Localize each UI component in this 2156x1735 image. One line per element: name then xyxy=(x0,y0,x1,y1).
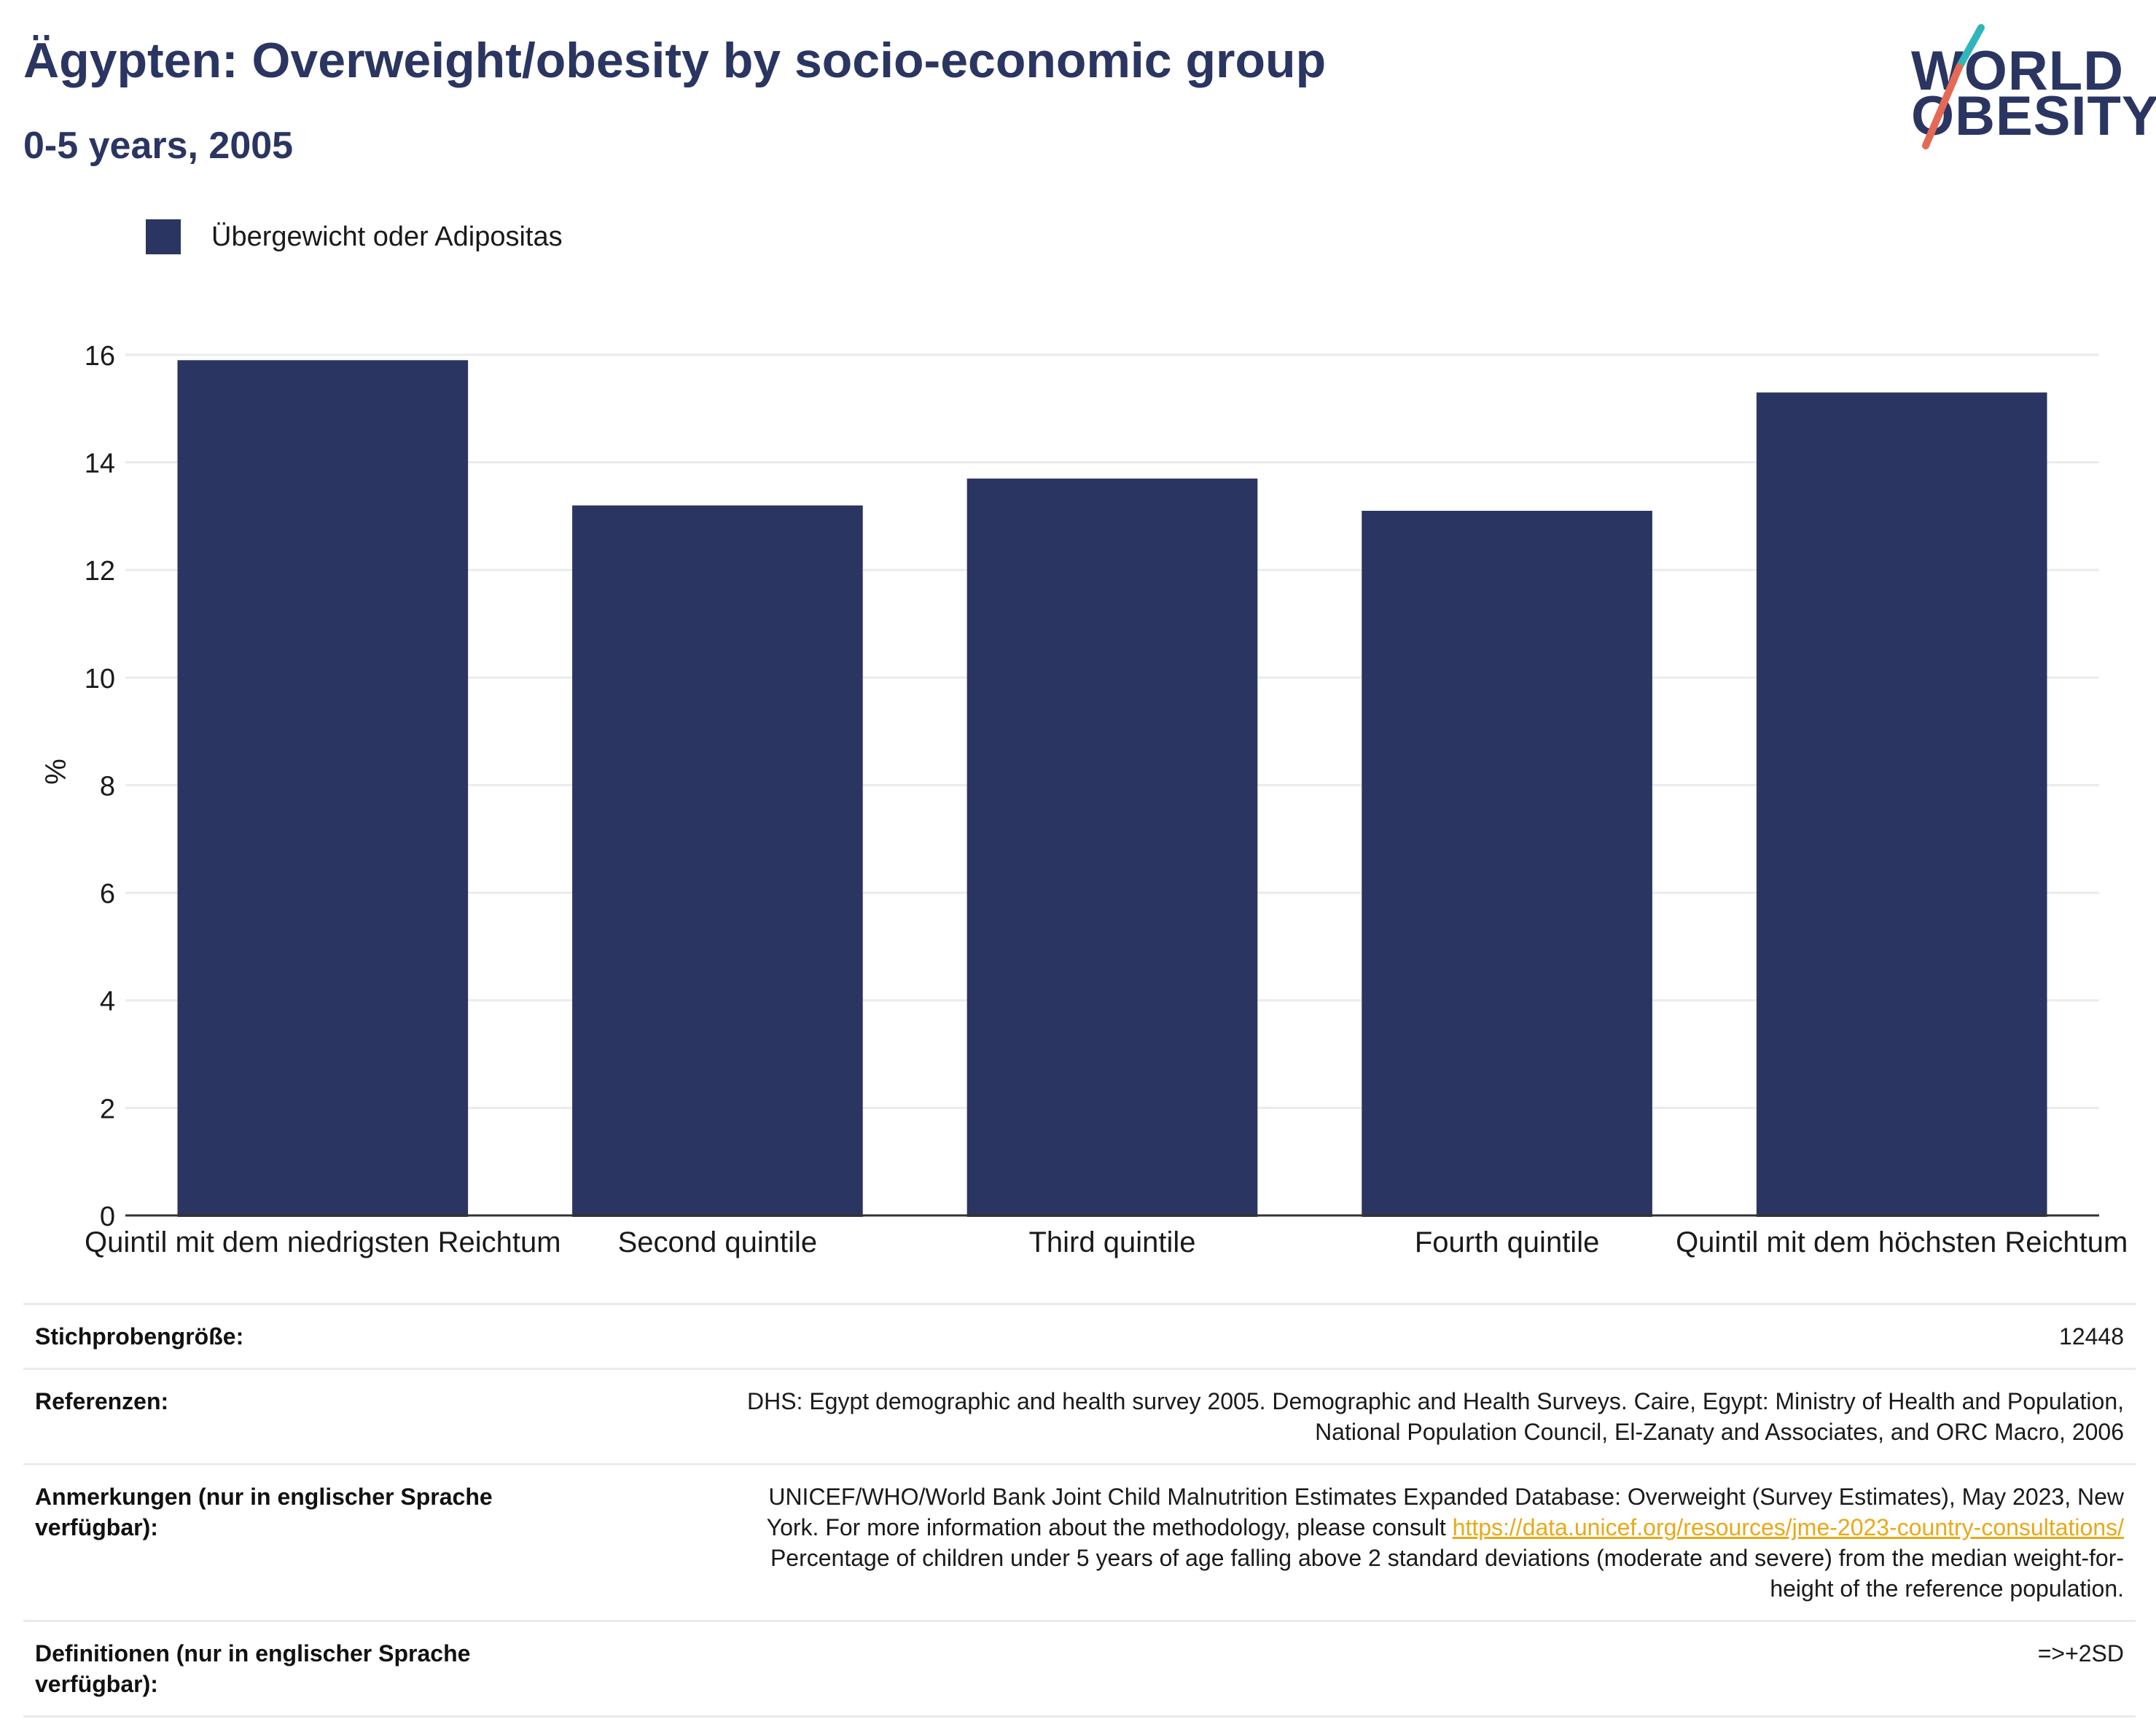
bar[interactable] xyxy=(1756,392,2047,1218)
bar[interactable] xyxy=(966,478,1258,1217)
methodology-link[interactable]: https://data.unicef.org/resources/jme-20… xyxy=(1452,1514,2124,1540)
info-row-definitions: Definitionen (nur in englischer Sprache … xyxy=(23,1621,2136,1717)
y-tick-label: 2 xyxy=(100,1094,115,1124)
y-tick-label: 10 xyxy=(85,664,115,694)
legend-label: Übergewicht oder Adipositas xyxy=(211,221,563,252)
sample-size-value: 12448 xyxy=(2059,1323,2124,1350)
chart-legend[interactable]: Übergewicht oder Adipositas xyxy=(146,217,563,256)
references-value: DHS: Egypt demographic and health survey… xyxy=(571,1369,2136,1465)
world-obesity-logo[interactable]: WORLD OBESITY xyxy=(1895,22,2156,153)
x-tick-label: Quintil mit dem niedrigsten Reichtum xyxy=(85,1226,561,1258)
references-line-1: DHS: Egypt demographic and health survey… xyxy=(746,1388,2124,1414)
bar[interactable] xyxy=(177,360,469,1218)
y-tick-label: 16 xyxy=(85,341,115,372)
logo-word-obesity: OBESITY xyxy=(1911,85,2156,147)
x-axis-ticks: Quintil mit dem niedrigsten Reichtum Seco… xyxy=(85,1226,2128,1258)
notes-line-3: Percentage of children under 5 years of … xyxy=(770,1545,2124,1571)
x-tick-label: Second quintile xyxy=(618,1226,818,1258)
y-tick-label: 14 xyxy=(85,449,115,479)
x-tick-label: Third quintile xyxy=(1028,1226,1195,1258)
y-tick-label: 6 xyxy=(100,879,115,909)
bar-chart: 0 2 4 6 8 10 12 14 16 Quintil mit dem niedrigste… xyxy=(39,341,2128,1258)
info-table: Stichprobengröße: 12448 Referenzen: DHS:… xyxy=(23,1303,2136,1718)
y-tick-label: 0 xyxy=(100,1202,115,1232)
legend-swatch xyxy=(146,219,181,254)
chart-bars xyxy=(177,360,2047,1218)
y-tick-label: 12 xyxy=(85,556,115,587)
bar[interactable] xyxy=(572,505,863,1217)
definitions-value: =>+2SD xyxy=(2037,1640,2124,1667)
references-line-2: National Population Council, El-Zanaty a… xyxy=(1315,1419,2124,1445)
info-row-references: Referenzen: DHS: Egypt demographic and h… xyxy=(23,1368,2136,1465)
notes-line-2: York. For more information about the met… xyxy=(766,1514,1453,1540)
logo-slash-icon xyxy=(1922,24,1985,149)
y-axis-ticks: 0 2 4 6 8 10 12 14 16 xyxy=(85,341,115,1232)
references-label: Referenzen: xyxy=(35,1388,169,1414)
info-row-notes: Anmerkungen (nur in englischer Sprache v… xyxy=(23,1464,2136,1621)
notes-line-1: UNICEF/WHO/World Bank Joint Child Malnut… xyxy=(768,1484,2124,1510)
definitions-label: Definitionen (nur in englischer Sprache … xyxy=(35,1640,471,1697)
chart-subtitle: 0-5 years, 2005 xyxy=(23,125,294,167)
bar[interactable] xyxy=(1362,510,1652,1217)
notes-value: UNICEF/WHO/World Bank Joint Child Malnut… xyxy=(571,1465,2136,1621)
x-tick-label: Fourth quintile xyxy=(1415,1226,1599,1258)
y-axis-label: % xyxy=(39,759,71,785)
y-tick-label: 8 xyxy=(100,771,115,802)
notes-line-4: height of the reference population. xyxy=(1770,1575,2124,1602)
notes-label: Anmerkungen (nur in englischer Sprache v… xyxy=(35,1484,493,1540)
chart-title: Ägypten: Overweight/obesity by socio-eco… xyxy=(23,33,1327,88)
x-tick-label: Quintil mit dem höchsten Reichtum xyxy=(1676,1226,2128,1258)
info-row-sample-size: Stichprobengröße: 12448 xyxy=(23,1304,2136,1369)
y-tick-label: 4 xyxy=(100,987,115,1017)
sample-size-label: Stichprobengröße: xyxy=(35,1323,244,1350)
